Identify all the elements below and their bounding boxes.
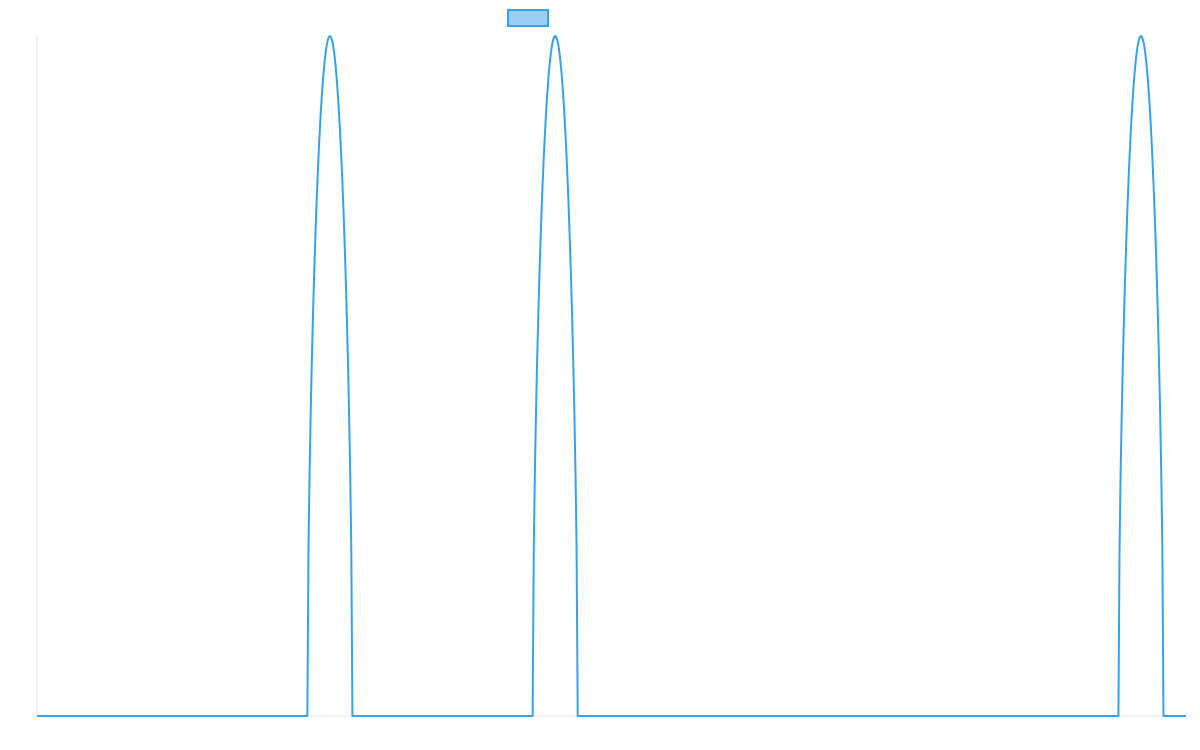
series-line-0 bbox=[37, 35, 1186, 717]
legend-swatch-0[interactable] bbox=[507, 9, 549, 27]
axes bbox=[36, 36, 1186, 717]
series-layer bbox=[37, 35, 1186, 717]
legend[interactable] bbox=[507, 9, 549, 27]
